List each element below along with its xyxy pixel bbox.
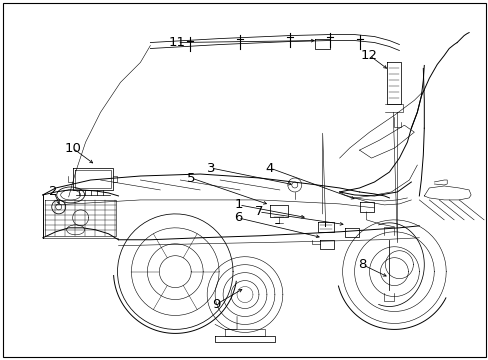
Text: 12: 12 (360, 49, 377, 62)
Text: 1: 1 (234, 198, 243, 211)
Text: 4: 4 (265, 162, 274, 175)
Text: 9: 9 (211, 298, 220, 311)
Text: 2: 2 (49, 185, 58, 198)
Text: 7: 7 (254, 205, 263, 219)
Text: 3: 3 (206, 162, 215, 175)
Text: 11: 11 (168, 36, 185, 49)
Text: 10: 10 (64, 141, 81, 155)
Text: 6: 6 (233, 211, 242, 224)
Text: 8: 8 (358, 258, 366, 271)
Text: 5: 5 (186, 171, 195, 185)
